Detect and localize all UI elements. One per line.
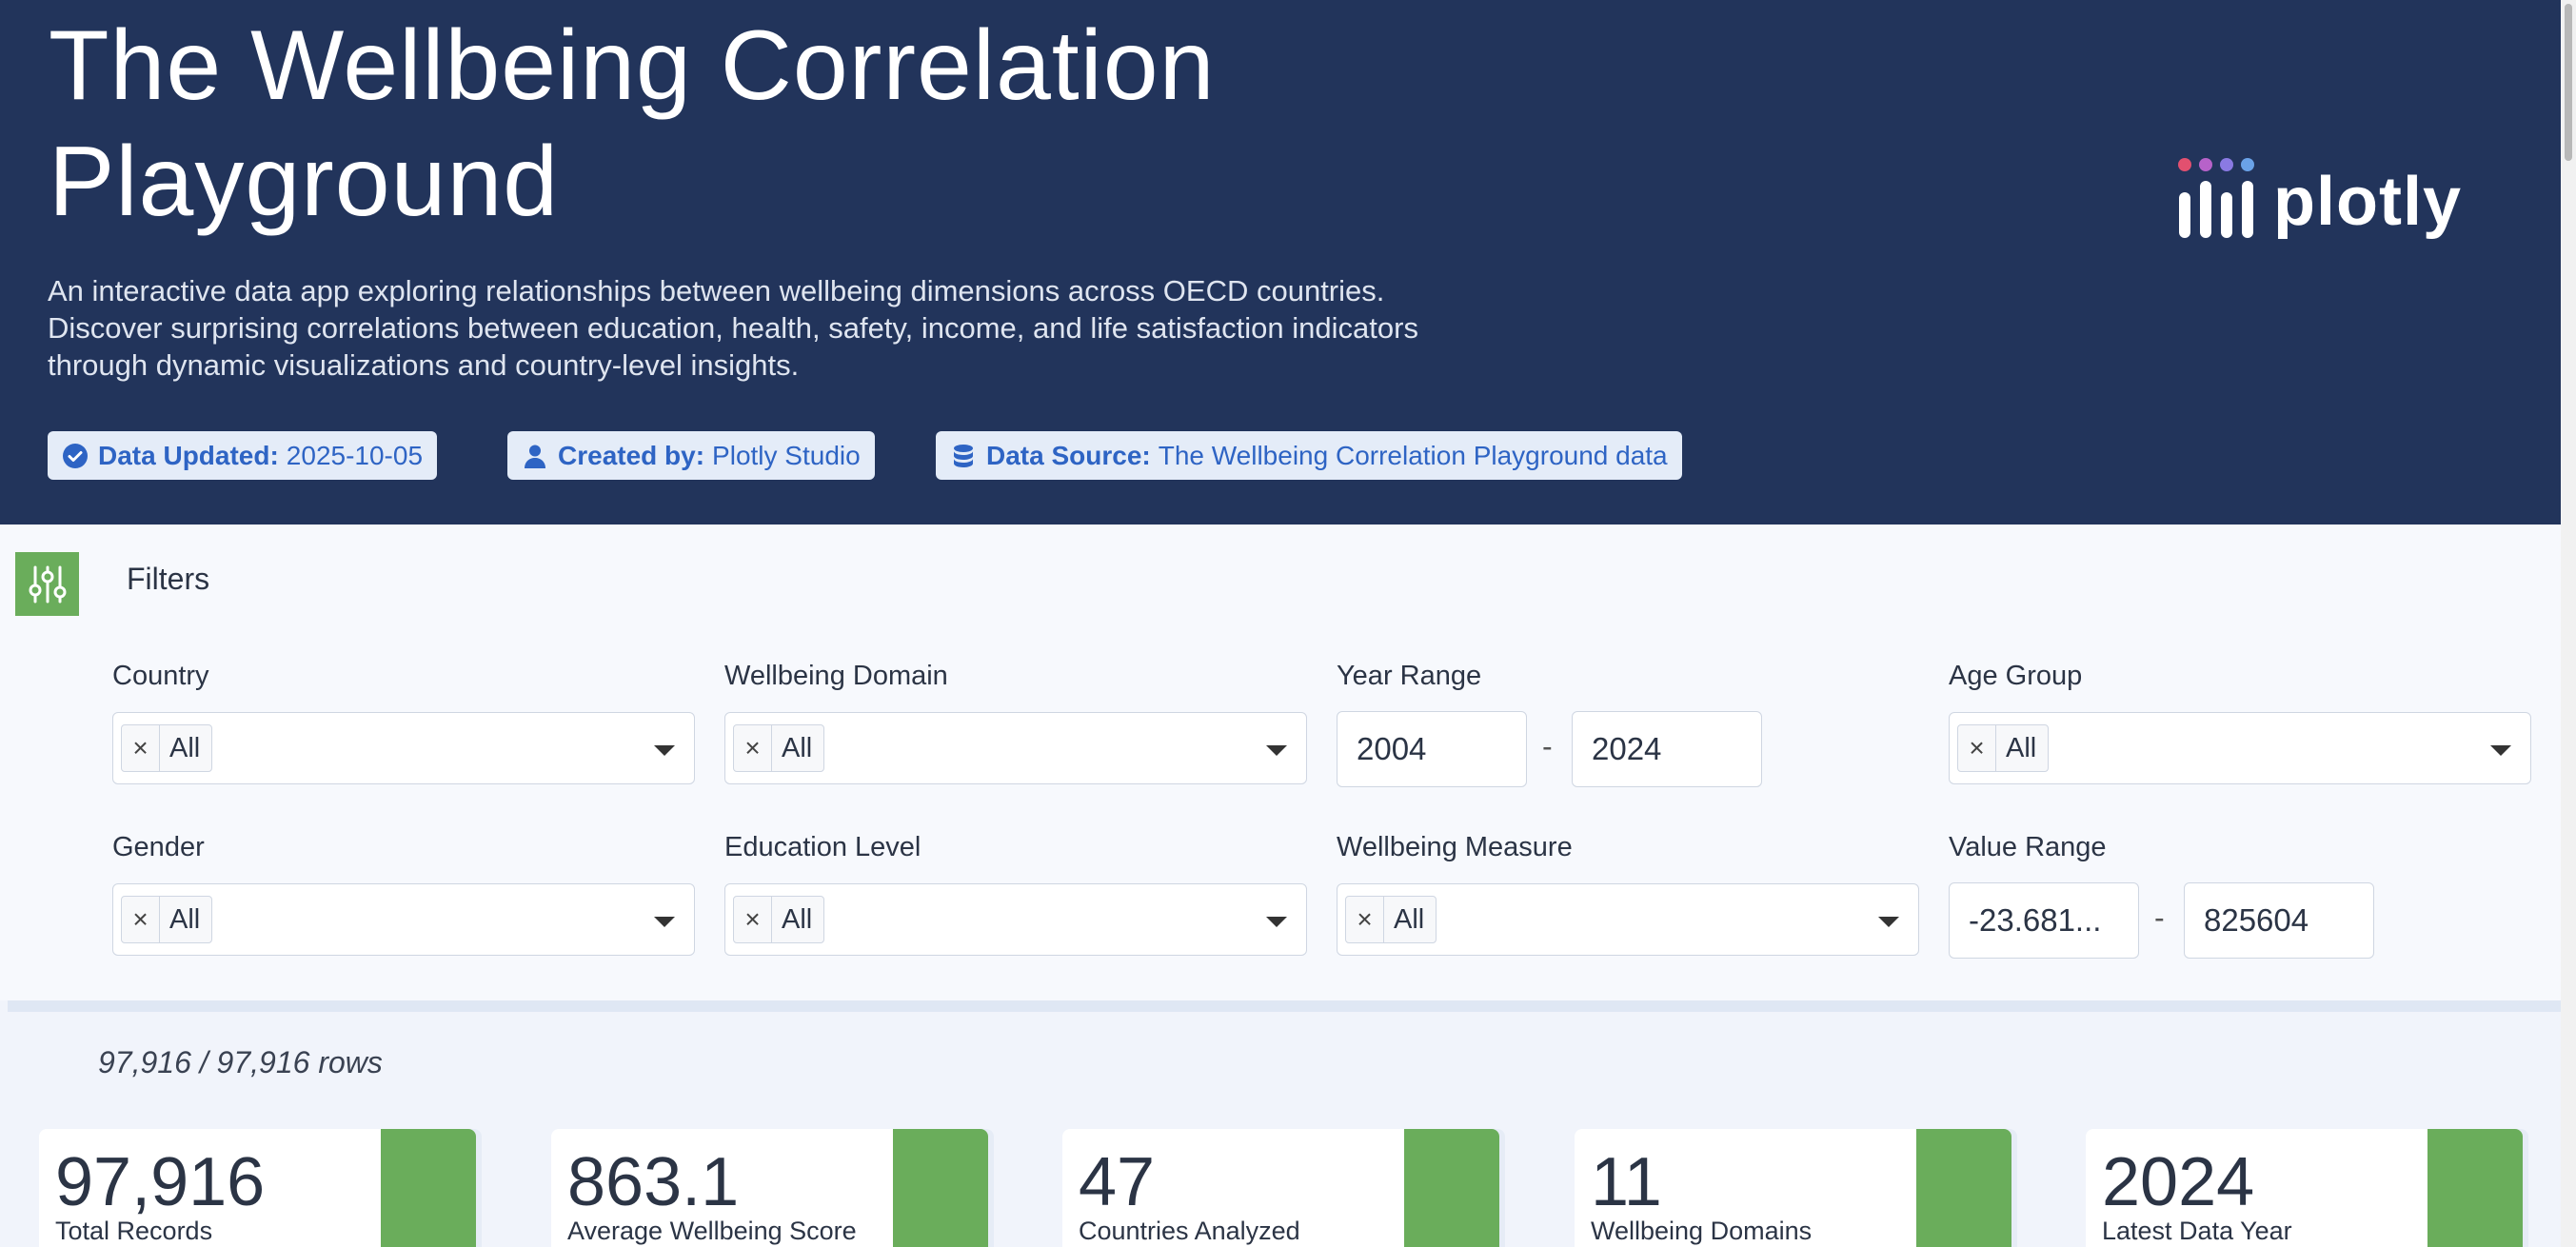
kpi-card-average-score: 863.1 Average Wellbeing Score	[551, 1129, 988, 1247]
value-range-max-input[interactable]	[2184, 882, 2374, 959]
year-range-separator: -	[1542, 729, 1553, 763]
kpi-accent-bar	[381, 1129, 476, 1247]
kpi-accent-bar	[1404, 1129, 1499, 1247]
selected-chip: × All	[733, 896, 825, 943]
badge-key: Created by:	[558, 440, 705, 470]
kpi-label: Average Wellbeing Score	[567, 1217, 857, 1245]
badge-data-source: Data Source: The Wellbeing Correlation P…	[936, 431, 1682, 480]
wellbeing-domain-label: Wellbeing Domain	[724, 661, 948, 691]
kpi-value: 863.1	[567, 1144, 740, 1220]
chevron-down-icon[interactable]	[1878, 917, 1899, 927]
chip-remove-icon[interactable]: ×	[1346, 897, 1384, 942]
badge-created-by: Created by: Plotly Studio	[507, 431, 875, 480]
selected-chip: × All	[1957, 724, 2050, 772]
gender-select[interactable]: × All	[112, 883, 695, 956]
kpi-card-countries: 47 Countries Analyzed	[1062, 1129, 1499, 1247]
selected-chip: × All	[121, 724, 213, 772]
user-icon	[522, 443, 548, 469]
chip-remove-icon[interactable]: ×	[1958, 725, 1996, 771]
page-title-line-1: The Wellbeing Correlation	[49, 10, 1216, 121]
check-circle-icon	[62, 443, 89, 469]
chip-remove-icon[interactable]: ×	[734, 725, 772, 771]
wellbeing-domain-select[interactable]: × All	[724, 712, 1307, 784]
kpi-card-domains: 11 Wellbeing Domains	[1575, 1129, 2011, 1247]
page-scrollbar[interactable]	[2561, 0, 2576, 1247]
value-range-separator: -	[2154, 901, 2165, 935]
age-group-label: Age Group	[1949, 661, 2083, 691]
selected-chip: × All	[121, 896, 213, 943]
chevron-down-icon[interactable]	[1266, 745, 1287, 756]
kpi-card-total-records: 97,916 Total Records	[39, 1129, 476, 1247]
gender-label: Gender	[112, 832, 205, 862]
chip-label: All	[169, 732, 201, 763]
section-divider	[8, 1000, 2561, 1012]
education-level-select[interactable]: × All	[724, 883, 1307, 956]
plotly-logo: plotly	[2176, 154, 2462, 240]
wellbeing-measure-select[interactable]: × All	[1337, 883, 1919, 956]
kpi-label: Latest Data Year	[2102, 1217, 2292, 1245]
page-title: The Wellbeing Correlation Playground	[49, 8, 1381, 240]
kpi-value: 47	[1079, 1144, 1156, 1220]
chip-remove-icon[interactable]: ×	[734, 897, 772, 942]
filters-title: Filters	[127, 562, 210, 596]
plotly-logo-text: plotly	[2273, 164, 2462, 240]
page-subtitle: An interactive data app exploring relati…	[48, 272, 1666, 384]
kpi-label: Total Records	[55, 1217, 213, 1245]
country-select[interactable]: × All	[112, 712, 695, 784]
selected-chip: × All	[1345, 896, 1437, 943]
chevron-down-icon[interactable]	[654, 745, 675, 756]
app-header: The Wellbeing Correlation Playground An …	[0, 0, 2561, 525]
badge-value[interactable]: The Wellbeing Correlation Playground dat…	[1158, 440, 1668, 470]
badge-key: Data Source:	[986, 440, 1151, 470]
subtitle-line-1: An interactive data app exploring relati…	[48, 274, 1385, 307]
subtitle-line-2: Discover surprising correlations between…	[48, 311, 1418, 345]
chevron-down-icon[interactable]	[2490, 745, 2511, 756]
kpi-label: Wellbeing Domains	[1591, 1217, 1813, 1245]
chevron-down-icon[interactable]	[1266, 917, 1287, 927]
kpi-value: 11	[1591, 1144, 1662, 1220]
badge-value: Plotly Studio	[712, 440, 861, 470]
kpi-accent-bar	[1916, 1129, 2011, 1247]
row-count: 97,916 / 97,916 rows	[98, 1045, 383, 1079]
chip-remove-icon[interactable]: ×	[122, 897, 160, 942]
filters-toggle-button[interactable]	[15, 552, 79, 616]
kpi-accent-bar	[2427, 1129, 2523, 1247]
value-range-label: Value Range	[1949, 832, 2107, 862]
selected-chip: × All	[733, 724, 825, 772]
badge-value: 2025-10-05	[286, 440, 424, 470]
age-group-select[interactable]: × All	[1949, 712, 2531, 784]
country-label: Country	[112, 661, 209, 691]
wellbeing-measure-label: Wellbeing Measure	[1337, 832, 1573, 862]
sliders-icon	[29, 565, 66, 603]
year-range-label: Year Range	[1337, 661, 1482, 691]
chip-label: All	[782, 903, 813, 935]
chip-label: All	[2006, 732, 2037, 763]
page-scrollbar-thumb[interactable]	[2565, 4, 2572, 161]
subtitle-line-3: through dynamic visualizations and count…	[48, 348, 800, 382]
badge-key: Data Updated:	[98, 440, 279, 470]
year-range-max-input[interactable]	[1572, 711, 1762, 787]
value-range-min-input[interactable]	[1949, 882, 2139, 959]
chip-label: All	[169, 903, 201, 935]
kpi-value: 97,916	[55, 1144, 266, 1220]
education-level-label: Education Level	[724, 832, 921, 862]
chevron-down-icon[interactable]	[654, 917, 675, 927]
page-title-line-2: Playground	[49, 127, 560, 237]
kpi-value: 2024	[2102, 1144, 2255, 1220]
kpi-card-latest-year: 2024 Latest Data Year	[2086, 1129, 2523, 1247]
plotly-mark-icon	[2178, 158, 2254, 238]
year-range-min-input[interactable]	[1337, 711, 1527, 787]
kpi-accent-bar	[893, 1129, 988, 1247]
database-icon	[950, 443, 977, 469]
chip-label: All	[782, 732, 813, 763]
badge-data-updated: Data Updated: 2025-10-05	[48, 431, 438, 480]
kpi-label: Countries Analyzed	[1079, 1217, 1300, 1245]
chip-remove-icon[interactable]: ×	[122, 725, 160, 771]
chip-label: All	[1394, 903, 1425, 935]
